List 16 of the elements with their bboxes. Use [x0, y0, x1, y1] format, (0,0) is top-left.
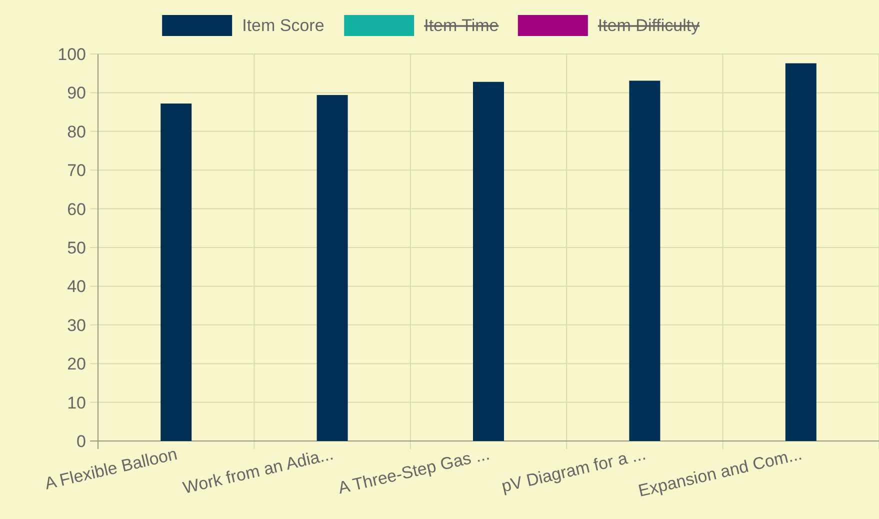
y-tick-label: 10 — [67, 393, 86, 412]
legend-label: Item Score — [242, 16, 324, 35]
y-tick-label: 80 — [67, 122, 86, 142]
y-tick-label: 50 — [67, 238, 86, 258]
legend-label: Item Difficulty — [598, 16, 700, 35]
y-tick-label: 70 — [67, 161, 86, 180]
y-tick-label: 40 — [67, 277, 86, 296]
x-tick-label: Work from an Adia... — [181, 444, 336, 498]
y-tick-label: 60 — [67, 200, 86, 219]
x-tick-label: A Three-Step Gas ... — [336, 444, 492, 498]
y-tick-label: 100 — [58, 44, 86, 64]
y-tick-label: 90 — [67, 84, 86, 103]
y-tick-label: 30 — [67, 316, 86, 335]
y-tick-label: 0 — [76, 432, 86, 451]
legend-label: Item Time — [424, 16, 499, 35]
y-tick-label: 20 — [67, 354, 86, 374]
